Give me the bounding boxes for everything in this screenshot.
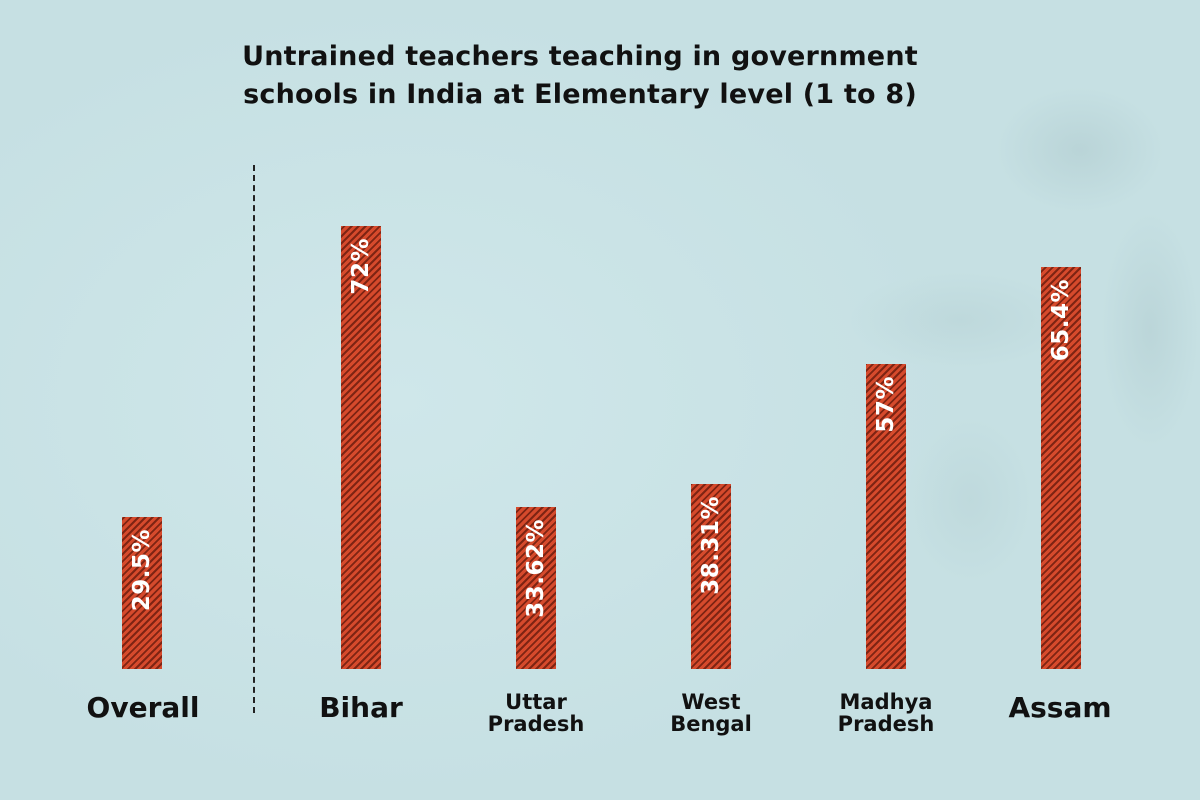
category-label-uttar-pradesh: Uttar Pradesh (488, 691, 585, 735)
category-label-line-1: Uttar (505, 690, 567, 714)
category-label-bihar: Bihar (319, 692, 403, 724)
chart-title-line-2: schools in India at Elementary level (1 … (243, 79, 917, 110)
chart-title-line-1: Untrained teachers teaching in governmen… (242, 41, 918, 72)
bar-assam: 65.4% (1041, 267, 1081, 669)
bar-madhya-pradesh: 57% (866, 364, 906, 669)
chart-title: Untrained teachers teaching in governmen… (150, 38, 1010, 114)
overall-separator-dashed-line (253, 165, 255, 713)
bar-value-label: 38.31% (698, 496, 724, 595)
bar-value-label: 29.5% (129, 529, 155, 612)
category-label-madhya-pradesh: Madhya Pradesh (838, 691, 935, 735)
bar-value-label: 33.62% (523, 519, 549, 618)
category-label-text: Bihar (319, 691, 403, 724)
bar-bihar: 72% (341, 226, 381, 669)
category-label-line-2: Pradesh (487, 712, 585, 736)
bar-uttar-pradesh: 33.62% (516, 507, 556, 669)
bar-value-label: 65.4% (1048, 279, 1074, 362)
bar-value-label: 57% (873, 376, 899, 433)
category-label-text: Assam (1008, 691, 1112, 724)
category-label-text: Overall (86, 691, 200, 724)
bar-overall: 29.5% (122, 517, 162, 669)
category-label-line-1: West (681, 690, 741, 714)
category-label-overall: Overall (87, 692, 200, 724)
category-label-assam: Assam (1008, 692, 1111, 724)
bar-value-label: 72% (348, 238, 374, 295)
category-label-west-bengal: West Bengal (670, 691, 752, 735)
category-label-line-2: Pradesh (837, 712, 935, 736)
category-label-line-1: Madhya (839, 690, 933, 714)
bar-west-bengal: 38.31% (691, 484, 731, 669)
category-label-line-2: Bengal (670, 712, 752, 736)
